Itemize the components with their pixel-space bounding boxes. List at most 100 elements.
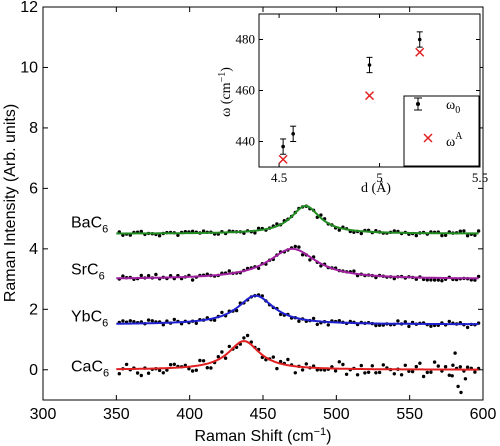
inset-x-tick-label: 4.5 [271,170,287,185]
data-point [286,357,290,362]
data-point [227,344,231,349]
data-point [447,373,451,377]
data-point [403,320,407,324]
data-point [377,370,382,375]
data-point [429,324,433,328]
data-point [135,371,140,375]
legend-omegaA-marker [423,133,433,143]
data-point [190,278,195,282]
y-tick-label: 2 [29,301,38,318]
data-point [117,372,122,376]
y-tick-label: 4 [29,241,38,258]
data-point [451,363,455,367]
data-point [201,359,206,363]
data-point [315,322,319,327]
data-point [297,319,301,323]
x-tick-label: 300 [30,406,57,423]
data-point [172,362,176,366]
data-point [300,253,305,257]
data-point [271,355,275,359]
data-point [410,369,415,374]
x-tick-label: 350 [103,406,130,423]
main-series-labels: BaC6 SrC6 YbC6 CaC6 [71,215,109,380]
y-tick-label: 10 [20,59,38,76]
x-tick-label: 450 [250,406,277,423]
data-point [432,278,437,282]
data-point [440,233,444,238]
data-point [293,244,297,249]
data-point [209,366,213,370]
data-point [421,374,426,379]
data-point [194,368,198,372]
legend-omega0-label: ω0 [446,98,460,116]
data-point [165,368,169,372]
data-point [308,258,312,262]
data-point [326,323,330,327]
data-point [456,384,460,389]
data-point [212,318,217,322]
data-point [220,350,224,354]
data-point [275,366,279,371]
data-point [374,323,378,328]
data-point [198,358,202,363]
data-point [396,319,400,323]
data-point [154,272,158,277]
data-point [227,269,231,273]
data-point [436,364,440,368]
data-point [121,319,125,323]
data-point [146,318,151,322]
data-point [223,356,228,360]
series-label: CaC6 [71,358,109,379]
data-point [341,362,345,367]
inset-x-tick-label: 5 [376,170,383,185]
omegaA-point [415,47,425,57]
data-point [450,374,454,378]
data-point [146,274,151,278]
data-point [168,363,173,367]
data-point [381,363,385,367]
data-point [418,361,422,365]
data-point [425,278,429,282]
data-point [194,321,198,325]
y-tick-label: 8 [29,120,38,137]
data-point [293,371,297,375]
inset-axis-ticks: 4.5 5 5.5 440 460 480 [236,14,488,185]
inset-y-tick-label: 440 [236,134,256,149]
main-series-group [116,204,481,395]
main-x-axis-title: Raman Shift (cm−1) [194,426,331,445]
data-point [458,365,462,369]
data-point [245,333,250,338]
data-point [304,362,308,366]
data-point [436,278,440,282]
data-point [443,233,448,237]
data-point [414,233,418,238]
data-point [337,360,341,364]
x-tick-label: 600 [470,406,497,423]
series-ybc [116,293,481,330]
data-point [463,377,468,381]
inset-x-axis-title: d (Å) [361,180,391,196]
data-point [172,317,176,322]
x-tick-label: 500 [323,406,350,423]
series-label: SrC6 [71,262,105,283]
y-tick-label: 6 [29,180,38,197]
data-point [465,234,470,238]
omega0-point [416,31,423,48]
data-point [355,373,360,377]
data-point [344,372,349,376]
inset-y-tick-label: 480 [236,32,256,47]
data-point [366,370,371,374]
data-point [300,368,305,372]
data-point [429,370,433,374]
data-point [399,373,404,377]
main-axis-ticks: 300 350 400 450 500 550 600 0 2 4 6 8 10 12 [20,0,496,423]
data-point [476,229,481,233]
data-point [128,319,132,323]
inset-x-tick-label: 5.5 [472,170,488,185]
data-point [150,319,154,323]
data-point [256,226,261,230]
data-point [473,370,477,374]
data-point [374,371,378,375]
data-point [462,229,466,233]
